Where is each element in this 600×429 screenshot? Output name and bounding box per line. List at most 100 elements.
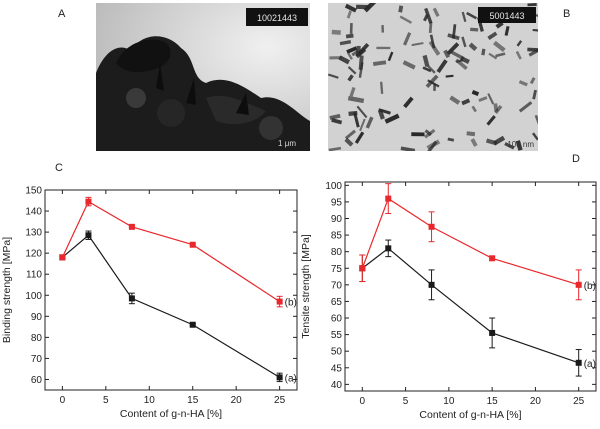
nanorod-particle <box>516 40 523 47</box>
nanorod-particle <box>358 55 364 70</box>
nanorod-particle <box>428 40 441 56</box>
nanorod-particle <box>355 45 361 57</box>
nanorod-particle <box>329 56 342 60</box>
nanorod-particle <box>471 90 480 97</box>
nanorod-particle <box>356 105 368 119</box>
nanorod-particle <box>347 95 365 104</box>
data-point <box>385 245 392 252</box>
x-tick-label: 25 <box>573 396 585 407</box>
nanorod-particle <box>529 77 536 85</box>
x-tick-label: 20 <box>231 395 243 406</box>
nanorod-particle <box>354 131 365 144</box>
data-point <box>575 359 582 366</box>
nanorod-particle <box>344 137 354 147</box>
micrograph-banner <box>478 7 536 23</box>
nanorod-particle <box>495 21 504 29</box>
y-tick-label: 60 <box>331 314 343 325</box>
nanorod-particle <box>486 115 496 126</box>
nanorod-particle <box>427 79 440 88</box>
y-tick-label: 45 <box>331 363 343 374</box>
nanorod-particle <box>527 47 538 52</box>
nanorod-particle <box>428 22 433 34</box>
y-tick-label: 50 <box>331 347 343 358</box>
nanorod-particle <box>534 114 538 131</box>
nanorod-particle <box>481 48 486 56</box>
data-point <box>128 295 135 302</box>
nanorod-particle <box>532 89 537 100</box>
tem-micrograph-a: 10021443 1 μm <box>96 3 310 151</box>
nanorod-particle <box>328 73 339 79</box>
chart-tensite-strength: 0 5 10 15 20 25 40 45 50 55 60 65 70 75 80 85 90 95 100 Con… <box>300 181 597 421</box>
x-tick-label: 20 <box>530 396 542 407</box>
x-axis-label: Content of g-n-HA [%] <box>419 409 521 421</box>
nanorod-particle <box>487 31 498 40</box>
nanorod-particle <box>426 139 441 150</box>
nanorod-particle <box>449 95 461 105</box>
nanorod-particle <box>515 140 523 151</box>
nanorod-particle <box>377 109 385 120</box>
nanorod-particle <box>403 32 412 46</box>
series-line <box>361 247 579 364</box>
nanorod-particle <box>387 51 394 62</box>
data-point <box>85 198 92 205</box>
panel-label-a: A <box>58 8 66 20</box>
nanorod-particle <box>347 52 353 60</box>
nanorod-particle <box>399 15 413 24</box>
y-axis-label: Binding strength [MPa] <box>1 237 13 343</box>
y-tick-label: 90 <box>331 214 343 225</box>
nanorod-particle <box>384 113 400 124</box>
data-point <box>359 265 366 272</box>
nanorod-particle <box>380 81 384 94</box>
nanorod-particle <box>372 60 387 66</box>
nanorod-particle <box>445 74 454 78</box>
nanorod-particle <box>466 11 478 20</box>
nanorod-particle <box>446 42 460 56</box>
plot-frame <box>44 189 298 391</box>
x-tick-label: 0 <box>360 396 366 407</box>
y-tick-label: 80 <box>331 247 343 258</box>
y-tick-label: 100 <box>325 181 342 192</box>
nanorod-particle <box>358 42 370 55</box>
nanorod-particle <box>411 132 425 137</box>
data-point <box>128 223 135 230</box>
data-point <box>85 232 92 239</box>
nanorod-particle <box>470 138 478 147</box>
nanorod-particle <box>398 5 404 13</box>
nanorod-particle <box>339 40 352 46</box>
data-point <box>276 298 283 305</box>
nanorod-particle <box>478 96 488 102</box>
nanorod-particle <box>432 7 440 17</box>
panel-label-b: B <box>563 8 571 20</box>
data-point <box>575 281 582 288</box>
series-line <box>361 197 579 286</box>
nanorod-particle <box>518 80 528 87</box>
data-point <box>385 195 392 202</box>
nanorod-particle <box>427 65 436 74</box>
y-axis-label: Tensite strength [MPa] <box>300 234 312 339</box>
nanorod-particle <box>378 108 391 115</box>
y-tick-label: 95 <box>331 197 343 208</box>
nanorod-particle <box>443 49 451 59</box>
data-point <box>189 321 196 328</box>
data-point <box>489 255 496 262</box>
x-tick-label: 15 <box>187 395 199 406</box>
micrograph-banner <box>246 8 308 26</box>
nanorod-particle <box>495 52 506 58</box>
nanorod-particle <box>424 7 433 24</box>
panel-label-d: D <box>572 153 580 165</box>
nanorod-particle <box>331 118 343 125</box>
nanorod-particle <box>504 25 510 36</box>
data-point <box>489 329 496 336</box>
nanorod-particle <box>461 98 471 106</box>
data-point <box>59 254 66 261</box>
nanorod-particle <box>504 142 515 150</box>
y-tick-label: 150 <box>25 186 42 197</box>
nanorod-particle <box>349 22 353 34</box>
series-label: (a) <box>584 359 596 370</box>
nanorod-particle <box>468 42 478 52</box>
nanorod-particle <box>424 129 432 137</box>
y-tick-label: 70 <box>31 354 43 365</box>
nanorod-particle <box>331 29 341 35</box>
series-line <box>61 200 280 303</box>
nanorod-particle <box>345 33 354 39</box>
